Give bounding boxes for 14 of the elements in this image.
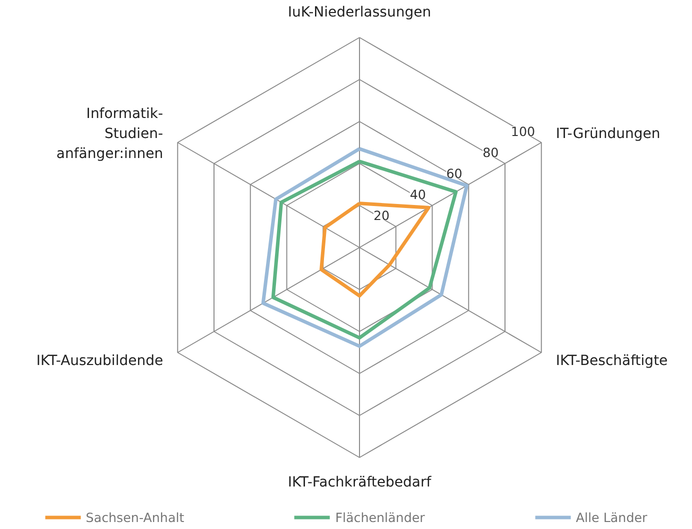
spoke-label: IKT-Fachkräftebedarf	[288, 474, 432, 490]
spoke-label: IKT-Beschäftigte	[556, 352, 668, 369]
legend-label: Alle Länder	[576, 510, 648, 524]
y-tick-label: 20	[373, 208, 390, 224]
spoke-label: IT-Gründungen	[556, 126, 660, 142]
spoke-label: IKT-Auszubildende	[36, 352, 164, 369]
spoke-label: IuK-Niederlassungen	[288, 4, 432, 21]
spoke-label: Informatik-Studien-anfänger:innen	[56, 106, 164, 162]
y-tick-label: 80	[482, 145, 499, 160]
legend-label: Flächenländer	[335, 510, 425, 524]
y-tick-label: 60	[446, 166, 462, 182]
legend-label: Sachsen-Anhalt	[86, 510, 184, 524]
y-tick-label: 100	[510, 124, 536, 140]
y-tick-label: 40	[410, 187, 426, 202]
